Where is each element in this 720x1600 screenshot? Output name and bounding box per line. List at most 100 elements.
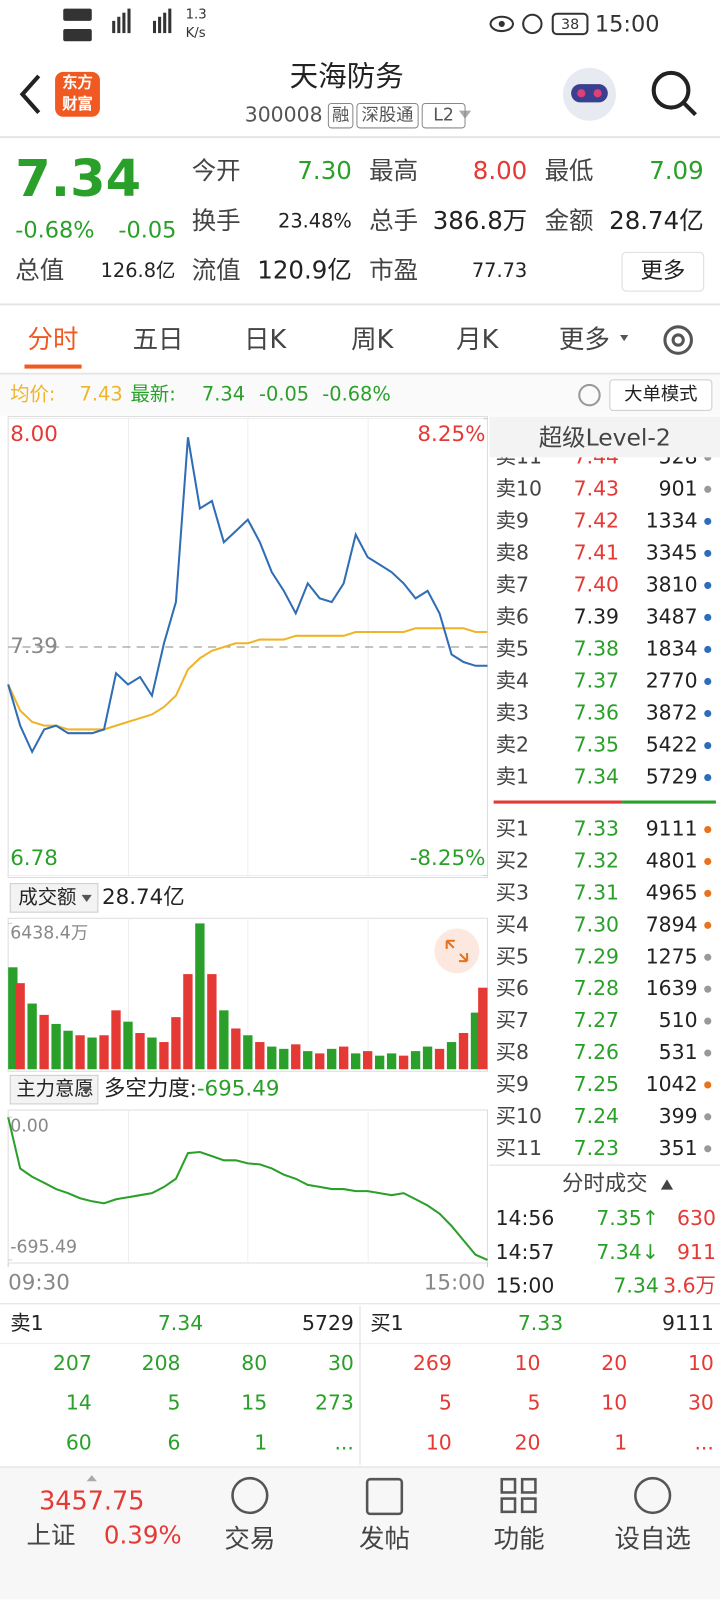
book-volume: 901 [659, 476, 698, 500]
force-selector[interactable] [9, 1074, 99, 1105]
avg-label: 均价: [10, 383, 55, 406]
search-button[interactable] [651, 70, 697, 117]
y-tick-label: 0.00 [10, 1116, 49, 1136]
book-price: 7.31 [574, 880, 619, 904]
latest-change: -0.05 [259, 383, 309, 406]
expand-button[interactable] [434, 928, 480, 974]
nav-item[interactable]: 设自选 [614, 1524, 690, 1554]
queue-price: 7.34 [158, 1311, 203, 1335]
book-label: 买3 [496, 880, 529, 904]
field-label: 市盈 [369, 256, 418, 285]
volume-total: 28.74亿 [102, 885, 185, 910]
clock: 15:00 [595, 11, 660, 37]
dropdown-arrow [81, 894, 92, 902]
volume-bar [458, 1032, 469, 1070]
avatar[interactable] [562, 67, 616, 121]
volume-bar [478, 987, 488, 1070]
field-value: 120.9亿 [257, 256, 352, 285]
book-volume: 1334 [646, 508, 698, 532]
tab[interactable]: 月K [456, 325, 499, 355]
volume-bar [374, 1055, 385, 1070]
queue-order: 15 [241, 1391, 267, 1415]
book-dot [704, 485, 712, 493]
book-price: 7.38 [574, 636, 619, 660]
volume-selector[interactable] [9, 883, 99, 913]
stock-name: 天海防务 [290, 59, 404, 93]
more-button-label[interactable]: 更多 [640, 258, 685, 284]
queue-price: 7.33 [518, 1311, 563, 1335]
mode-button[interactable] [609, 379, 713, 411]
field-value: 8.00 [473, 156, 527, 185]
nav-item[interactable]: 交易 [224, 1524, 275, 1554]
field-value: 386.8万 [433, 206, 528, 235]
book-price: 7.41 [574, 540, 619, 564]
y-tick-label: -695.49 [10, 1238, 77, 1258]
bottom-nav [0, 1466, 720, 1600]
tab[interactable]: 更多 [559, 325, 610, 355]
tab[interactable]: 五日 [133, 325, 184, 355]
book-price: 7.37 [574, 668, 619, 692]
book-volume: 531 [659, 1040, 698, 1064]
trade-volume: 911 [677, 1240, 716, 1264]
nav-item[interactable]: 功能 [494, 1524, 545, 1554]
logo-text: 东方 [62, 74, 93, 92]
y-tick-label: 6.78 [10, 846, 58, 871]
queue-order: 20 [601, 1351, 627, 1375]
nav-item[interactable]: 发帖 [359, 1524, 410, 1554]
book-price: 7.43 [574, 476, 619, 500]
queue-order: 1 [614, 1431, 627, 1455]
mode-label[interactable]: 大单模式 [624, 384, 697, 405]
book-dot [704, 889, 712, 897]
tab[interactable]: 周K [351, 325, 394, 355]
book-dot [704, 741, 712, 750]
book-dot [704, 826, 712, 834]
trade-time: 14:57 [496, 1240, 555, 1264]
battery: 38 [561, 17, 579, 33]
volume-bar [255, 1042, 265, 1070]
volume-bar [327, 1048, 337, 1070]
queue-order: 5 [168, 1391, 181, 1415]
force-title[interactable]: 主力意愿 [16, 1077, 93, 1100]
tag: L2 [433, 106, 454, 126]
volume-bar [362, 1051, 373, 1070]
queue-order: 14 [66, 1391, 92, 1415]
book-volume: 7894 [646, 912, 698, 936]
volume-bar [195, 923, 205, 1070]
settings-button[interactable] [663, 325, 693, 355]
volume-bar [470, 1012, 481, 1070]
volume-title[interactable]: 成交额 [18, 885, 76, 908]
tab[interactable]: 日K [244, 325, 287, 355]
book-price: 7.23 [574, 1136, 619, 1160]
queue-order: ... [694, 1431, 713, 1455]
book-volume: 5729 [646, 765, 698, 789]
force-metric-value: -695.49 [197, 1077, 280, 1102]
tag-box [421, 102, 466, 129]
field-label: 最低 [545, 156, 594, 185]
volume-bar [8, 967, 18, 1070]
field-value: 126.8亿 [101, 259, 176, 282]
book-dot [704, 645, 712, 654]
logo-text: 财富 [62, 95, 93, 113]
book-dot [704, 457, 712, 461]
more-button[interactable] [621, 251, 705, 292]
app-logo[interactable] [55, 71, 100, 117]
volume-bar [422, 1046, 433, 1070]
trade-time: 15:00 [496, 1273, 555, 1297]
latest-label: 最新: [131, 383, 176, 406]
latest-value: 7.34 [202, 383, 245, 406]
y2-tick-label: 8.25% [417, 422, 485, 447]
book-dot [704, 709, 712, 718]
queue-order: ... [334, 1431, 353, 1455]
series-line [7, 627, 488, 731]
tab[interactable]: 分时 [28, 325, 79, 355]
help-icon[interactable] [578, 383, 601, 407]
book-label: 买1 [496, 817, 529, 841]
nav-icons [231, 1476, 672, 1516]
field-value: 7.30 [297, 156, 351, 185]
book-price: 7.24 [574, 1104, 619, 1128]
book-dot [704, 1017, 712, 1025]
book-volume: 4965 [646, 880, 698, 904]
book-dot [704, 985, 712, 993]
back-button[interactable] [19, 74, 41, 114]
